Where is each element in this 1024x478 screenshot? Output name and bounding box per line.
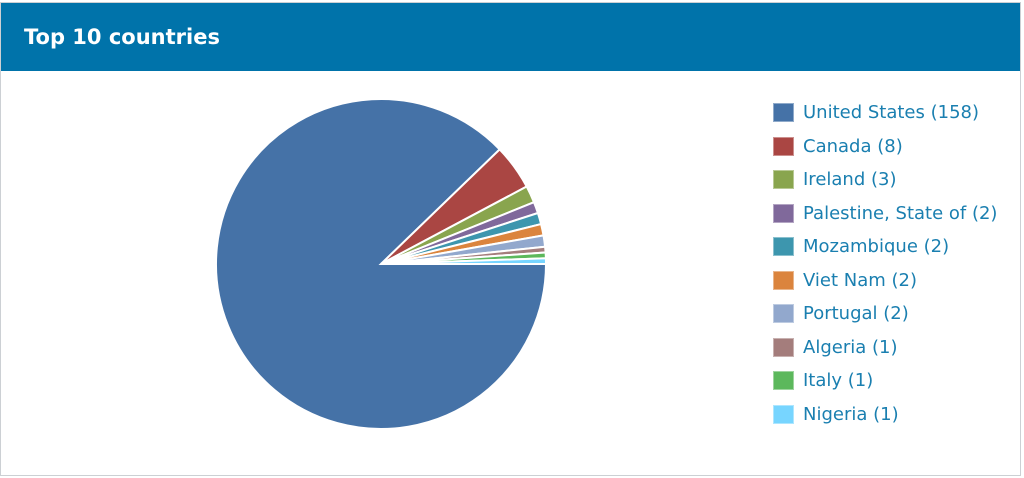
legend-swatch	[773, 103, 794, 123]
chart-legend: United States (158) Canada (8) Ireland (3)…	[773, 96, 997, 431]
legend-label: Portugal (2)	[803, 303, 909, 325]
legend-swatch	[773, 337, 794, 357]
legend-label: United States (158)	[803, 102, 980, 124]
legend-item[interactable]: Algeria (1)	[773, 331, 997, 365]
legend-label: Italy (1)	[803, 370, 874, 392]
legend-item[interactable]: Italy (1)	[773, 364, 997, 398]
legend-item[interactable]: Ireland (3)	[773, 163, 997, 197]
legend-label: Nigeria (1)	[803, 403, 899, 425]
legend-swatch	[773, 136, 794, 156]
legend-label: Mozambique (2)	[803, 236, 950, 258]
legend-swatch	[773, 270, 794, 290]
panel-title: Top 10 countries	[24, 25, 220, 49]
legend-item[interactable]: Canada (8)	[773, 130, 997, 164]
legend-swatch	[773, 170, 794, 190]
panel-header: Top 10 countries	[1, 3, 1020, 71]
legend-label: Palestine, State of (2)	[803, 202, 998, 224]
legend-swatch	[773, 237, 794, 257]
legend-swatch	[773, 304, 794, 324]
legend-item[interactable]: Viet Nam (2)	[773, 264, 997, 298]
legend-label: Canada (8)	[803, 135, 903, 157]
legend-item[interactable]: Portugal (2)	[773, 297, 997, 331]
legend-swatch	[773, 404, 794, 424]
pie-slice-nigeria[interactable]	[380, 257, 548, 265]
legend-item[interactable]: Mozambique (2)	[773, 230, 997, 264]
legend-label: Viet Nam (2)	[803, 269, 918, 291]
legend-item[interactable]: Palestine, State of (2)	[773, 197, 997, 231]
legend-swatch	[773, 371, 794, 391]
legend-label: Algeria (1)	[803, 336, 898, 358]
legend-item[interactable]: United States (158)	[773, 96, 997, 130]
legend-swatch	[773, 203, 794, 223]
legend-label: Ireland (3)	[803, 169, 897, 191]
legend-item[interactable]: Nigeria (1)	[773, 398, 997, 432]
